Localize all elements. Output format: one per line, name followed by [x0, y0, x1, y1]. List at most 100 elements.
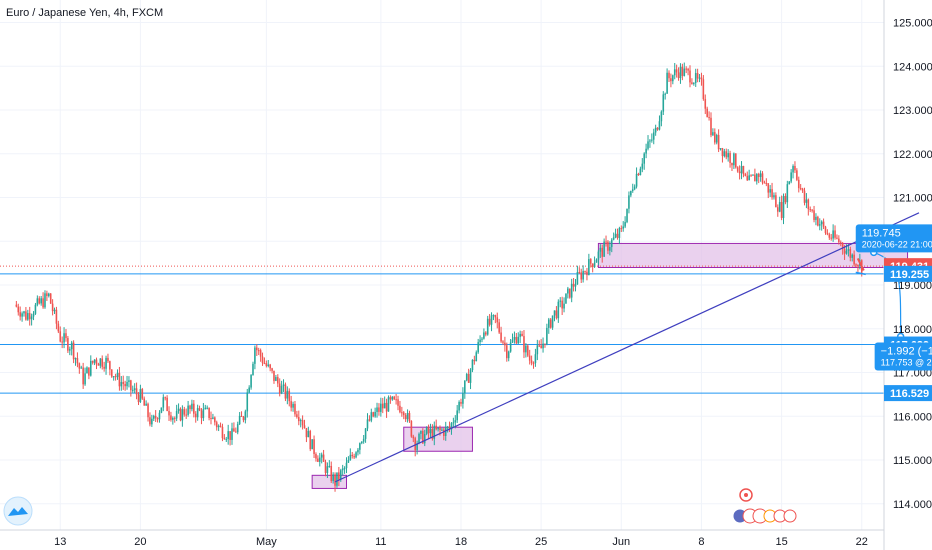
drop-arrow-head — [855, 271, 866, 276]
trendline[interactable] — [334, 212, 920, 483]
candle-body — [410, 420, 413, 437]
candle-body — [830, 237, 833, 239]
drop-arrow — [856, 257, 865, 271]
candle-body — [376, 407, 378, 412]
candle-body — [748, 175, 750, 181]
candle-body — [765, 182, 768, 184]
candle-body — [49, 293, 52, 304]
candle-body — [822, 221, 825, 227]
candle-body — [305, 428, 308, 438]
candle-body — [506, 345, 508, 359]
candle-body — [469, 370, 472, 383]
candle-body — [630, 191, 632, 196]
tradingview-logo-icon[interactable] — [3, 496, 33, 526]
candle-body — [170, 415, 172, 420]
candle-body — [256, 347, 258, 351]
candle-body — [219, 425, 222, 427]
candle-body — [420, 430, 422, 434]
candle-body — [498, 322, 500, 333]
candle-body — [523, 336, 525, 353]
events-icons[interactable] — [732, 488, 797, 524]
upper-callout-price: 119.745 — [862, 227, 901, 239]
candle-body — [553, 310, 556, 316]
candle-body — [225, 438, 228, 440]
candle-body — [164, 397, 167, 399]
candle-body — [78, 363, 81, 369]
candle-body — [200, 410, 203, 419]
candle-body — [242, 416, 245, 421]
candle-body — [736, 167, 739, 172]
time-axis[interactable]: 1320May111825Jun81522Jul — [54, 536, 932, 548]
candle-body — [670, 78, 672, 82]
candle-body — [490, 315, 493, 325]
candle-body — [292, 403, 294, 408]
candle-body — [210, 417, 212, 419]
candle-body — [368, 419, 371, 421]
candle-body — [55, 309, 58, 324]
price-tick-label: 115.000 — [893, 455, 932, 467]
candle-body — [374, 411, 376, 417]
candle-body — [788, 181, 791, 185]
candle-body — [101, 358, 104, 367]
candle-body — [185, 414, 187, 416]
candle-body — [143, 398, 146, 406]
candle-body — [755, 174, 758, 182]
candle-body — [767, 183, 770, 193]
candle-body — [91, 360, 94, 363]
candle-body — [183, 409, 186, 415]
candle-body — [307, 431, 310, 438]
candle-body — [28, 313, 31, 320]
candle-body — [855, 264, 857, 266]
chart-title: Euro / Japanese Yen, 4h, FXCM — [6, 7, 163, 19]
candle-body — [227, 431, 229, 439]
candle-body — [334, 474, 336, 486]
candle-body — [297, 417, 300, 422]
upper-callout-box — [855, 224, 932, 253]
candle-body — [131, 389, 134, 391]
ascending-trendline — [334, 212, 920, 483]
candle-body — [639, 168, 642, 176]
candle-body — [366, 419, 369, 429]
candle-body — [383, 402, 386, 409]
price-tick-label: 124.000 — [893, 61, 932, 73]
candle-body — [572, 283, 575, 287]
candle-body — [746, 175, 749, 181]
candle-body — [528, 355, 531, 361]
candle-body — [99, 358, 102, 366]
candle-body — [425, 427, 428, 434]
candle-body — [364, 428, 367, 439]
candle-body — [166, 397, 168, 412]
candle-body — [416, 443, 418, 451]
candle-body — [628, 195, 630, 209]
candle-body — [609, 247, 611, 251]
lower-callout-detail: 117.753 @ 2020-06-24 17:00 — [881, 358, 932, 368]
candle-body — [21, 313, 23, 317]
candle-body — [467, 373, 470, 383]
candle-body — [214, 417, 216, 423]
candle-body — [357, 449, 359, 453]
candle-body — [154, 415, 157, 419]
candle-body — [589, 259, 592, 264]
candle-body — [538, 345, 541, 347]
candle-body — [112, 376, 115, 378]
candle-body — [17, 306, 20, 313]
candle-body — [733, 153, 735, 166]
candle-body — [257, 350, 260, 352]
price-tick-label: 125.000 — [893, 18, 932, 30]
candle-body — [267, 364, 270, 366]
candle-body — [517, 336, 520, 344]
candle-body — [729, 153, 731, 163]
candle-body — [534, 354, 537, 364]
candle-body — [645, 148, 647, 154]
candle-body — [404, 415, 407, 420]
candle-body — [796, 170, 798, 180]
candle-body — [836, 237, 838, 239]
candle-body — [418, 433, 420, 444]
candle-body — [349, 454, 352, 461]
candle-body — [477, 342, 479, 353]
candle-body — [698, 77, 701, 79]
candle-body — [759, 173, 762, 177]
candle-body — [196, 408, 199, 418]
candle-body — [173, 417, 176, 419]
